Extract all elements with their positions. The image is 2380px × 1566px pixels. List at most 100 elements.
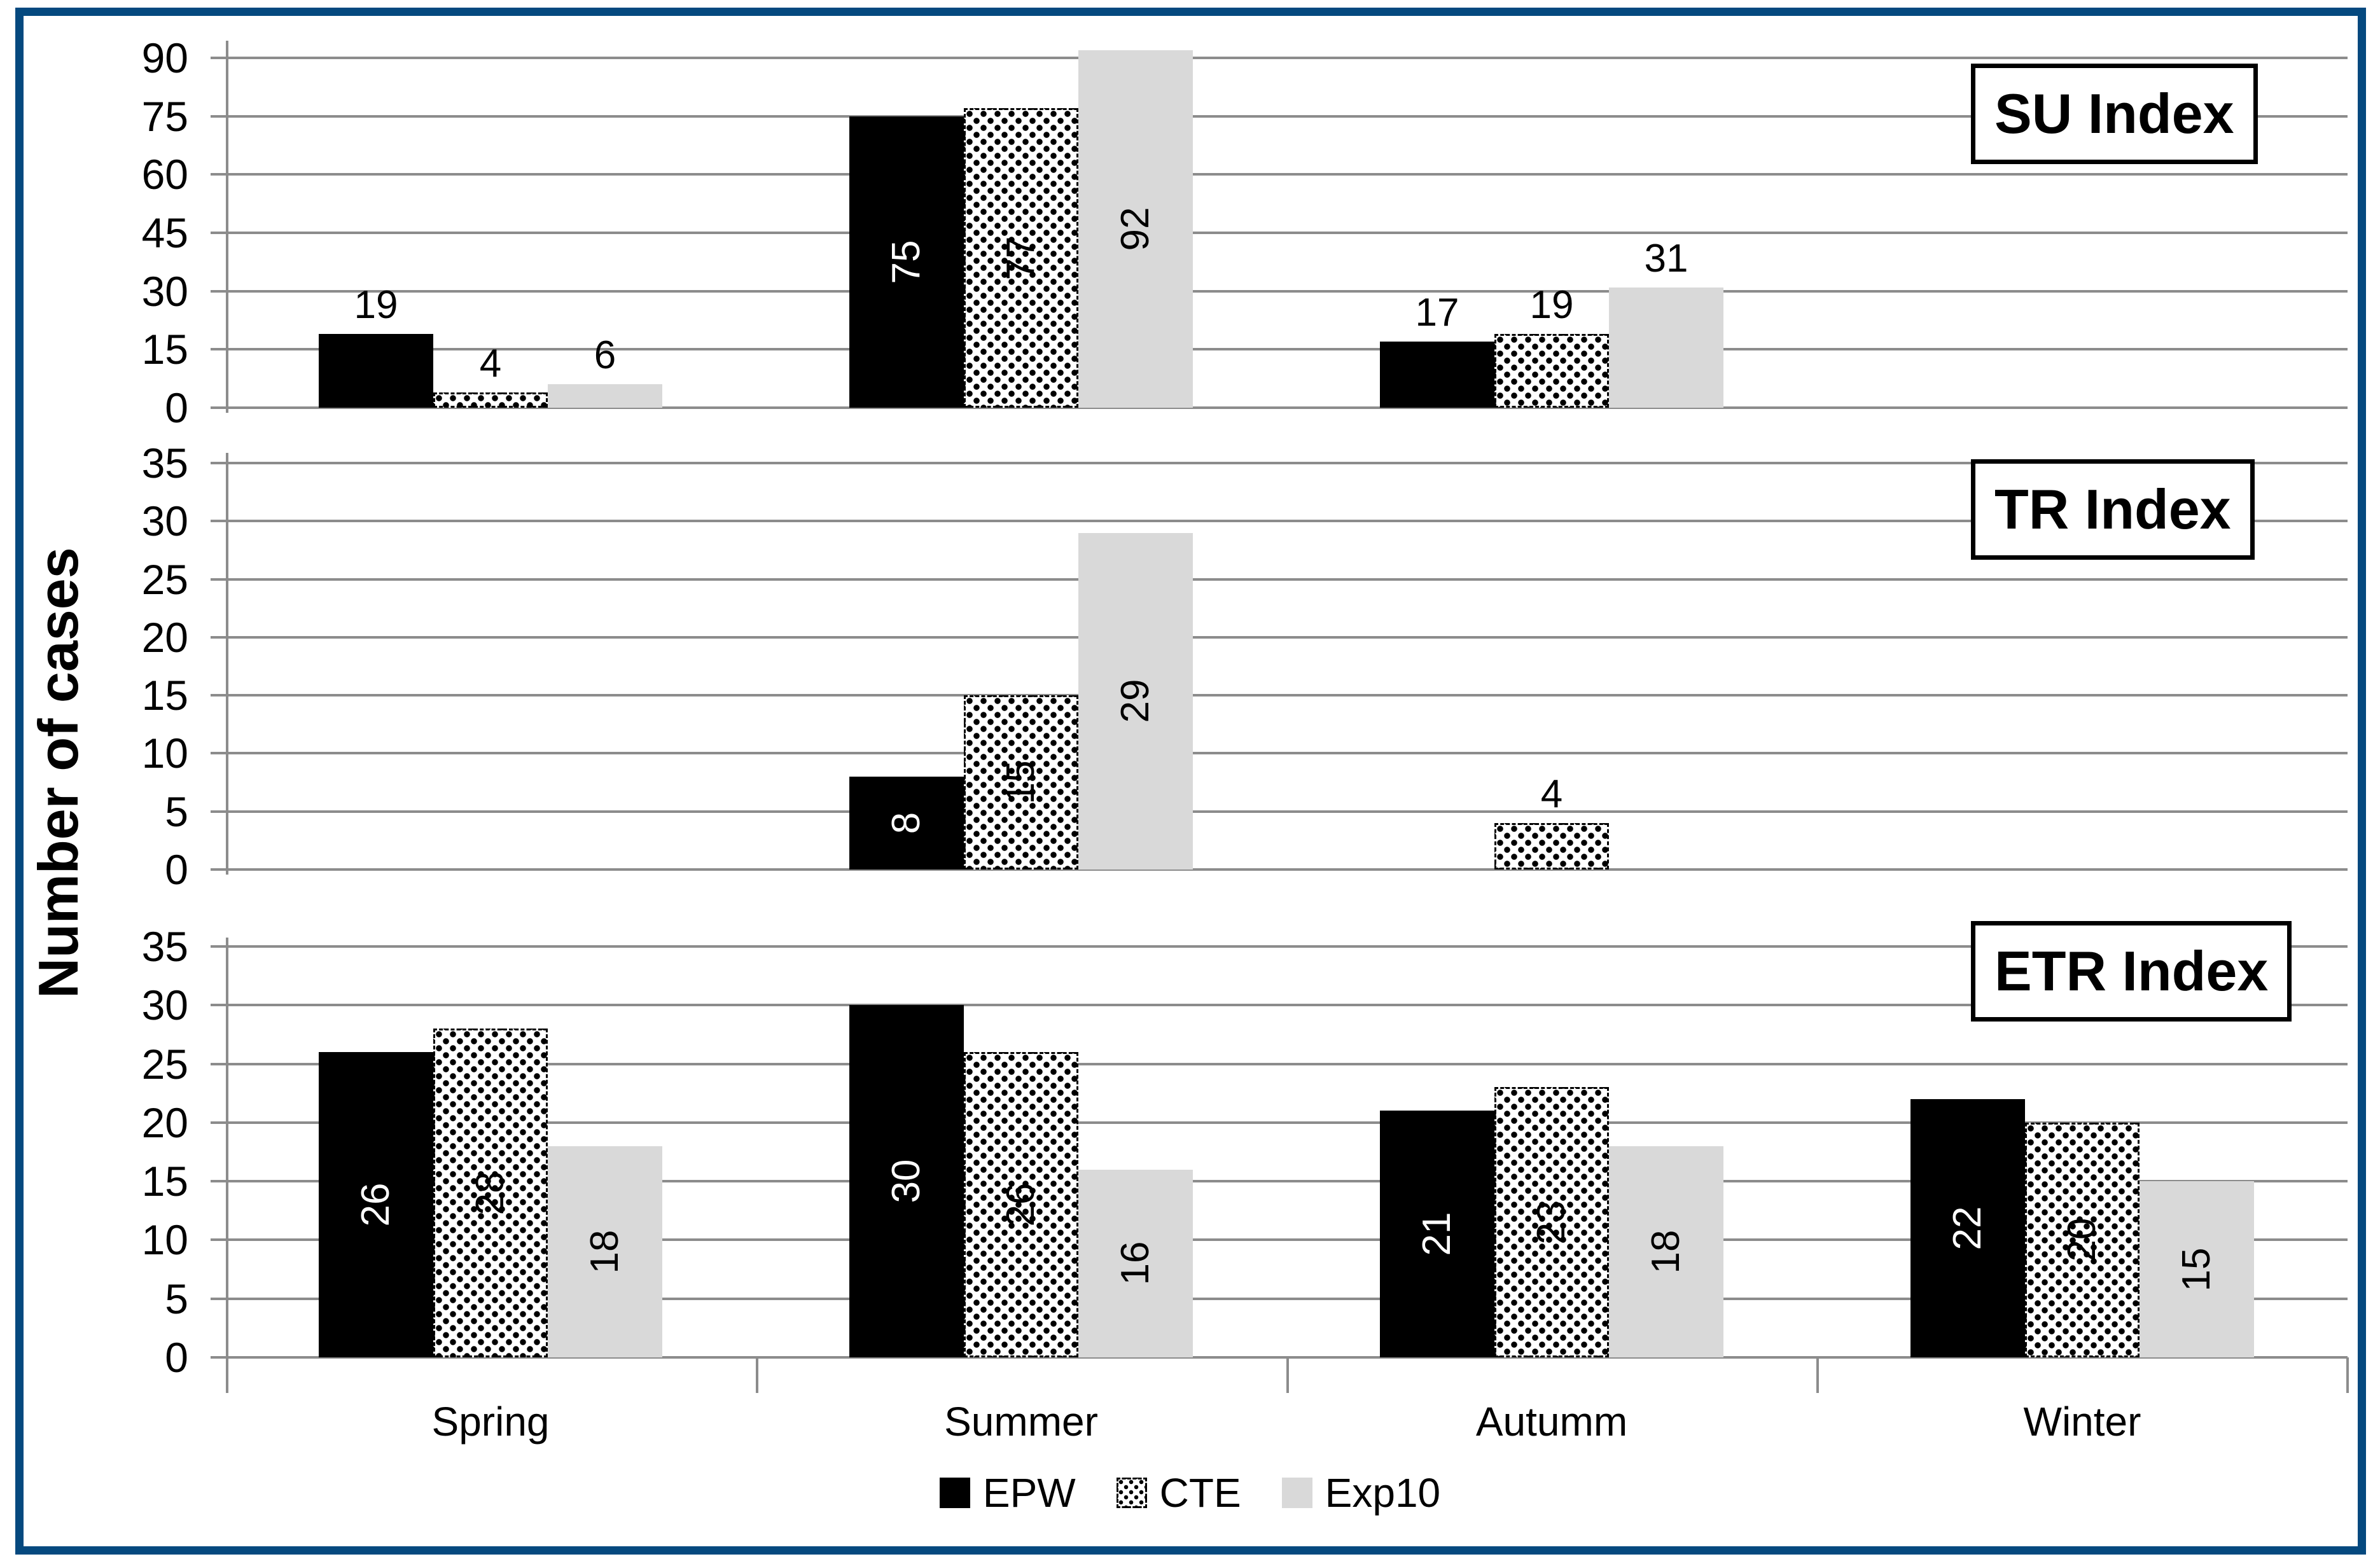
y-axis-tick bbox=[211, 462, 227, 464]
bar-data-label: 28 bbox=[468, 1171, 512, 1216]
bar-data-label: 92 bbox=[1113, 207, 1157, 251]
y-tick-label: 25 bbox=[141, 1040, 188, 1088]
y-tick-label: 15 bbox=[141, 672, 188, 719]
y-tick-label: 5 bbox=[165, 1275, 188, 1322]
y-tick-label: 35 bbox=[141, 440, 188, 487]
x-axis-tick bbox=[1286, 1357, 1289, 1393]
bar-data-label: 29 bbox=[1113, 679, 1157, 723]
y-tick-label: 25 bbox=[141, 555, 188, 603]
chart-title-etr-index: ETR Index bbox=[1971, 921, 2292, 1022]
y-tick-label: 15 bbox=[141, 1158, 188, 1205]
y-tick-label: 30 bbox=[141, 981, 188, 1029]
bar-data-label: 75 bbox=[884, 240, 928, 284]
y-tick-label: 30 bbox=[141, 267, 188, 315]
bar-su-spring-cte bbox=[433, 392, 548, 408]
legend-swatch-exp10-icon bbox=[1281, 1478, 1312, 1508]
y-axis-tick bbox=[211, 868, 227, 871]
bar-etr-spring-exp10 bbox=[548, 1146, 662, 1357]
y-tick-label: 45 bbox=[141, 209, 188, 256]
y-axis-title: Number of cases bbox=[27, 547, 90, 999]
x-axis-label-summer: Summer bbox=[944, 1399, 1098, 1445]
y-axis-line bbox=[226, 938, 228, 1393]
gridline bbox=[227, 945, 2348, 948]
y-tick-label: 20 bbox=[141, 1098, 188, 1146]
bar-su-autumm-exp10 bbox=[1609, 287, 1723, 408]
y-tick-label: 30 bbox=[141, 497, 188, 545]
y-axis-tick bbox=[211, 1121, 227, 1124]
legend-label-exp10: Exp10 bbox=[1325, 1470, 1441, 1516]
legend-label-cte: CTE bbox=[1159, 1470, 1241, 1516]
bar-etr-winter-exp10 bbox=[2140, 1181, 2254, 1357]
bar-su-summer-cte bbox=[964, 108, 1078, 408]
y-axis-tick bbox=[211, 635, 227, 639]
legend-item-epw: EPW bbox=[939, 1469, 1076, 1516]
y-tick-label: 20 bbox=[141, 613, 188, 661]
y-tick-label: 10 bbox=[141, 730, 188, 777]
bar-su-autumm-epw bbox=[1380, 342, 1494, 408]
gridline bbox=[227, 694, 2348, 697]
x-axis-label-winter: Winter bbox=[2023, 1399, 2141, 1445]
y-axis-tick bbox=[211, 1062, 227, 1065]
y-axis-tick bbox=[211, 1180, 227, 1183]
bar-tr-summer-exp10 bbox=[1078, 532, 1193, 870]
y-axis-tick bbox=[211, 232, 227, 234]
y-axis-tick bbox=[211, 57, 227, 59]
gridline bbox=[227, 1238, 2348, 1242]
gridline bbox=[227, 289, 2348, 293]
gridline bbox=[227, 348, 2348, 351]
y-tick-label: 0 bbox=[165, 846, 188, 893]
y-tick-label: 90 bbox=[141, 34, 188, 81]
y-tick-label: 75 bbox=[141, 92, 188, 140]
bar-su-summer-exp10 bbox=[1078, 50, 1193, 408]
bar-etr-autumm-exp10 bbox=[1609, 1146, 1723, 1357]
legend-swatch-epw-icon bbox=[939, 1478, 970, 1508]
y-axis-line bbox=[226, 453, 228, 875]
gridline bbox=[227, 752, 2348, 755]
bar-data-label: 26 bbox=[999, 1182, 1043, 1227]
bar-data-label: 8 bbox=[884, 812, 928, 835]
gridline bbox=[227, 1297, 2348, 1300]
legend-item-cte: CTE bbox=[1116, 1469, 1241, 1516]
bar-su-summer-epw bbox=[849, 116, 964, 408]
bar-etr-summer-epw bbox=[849, 1005, 964, 1357]
gridline bbox=[227, 868, 2348, 871]
x-axis-tick bbox=[2346, 1357, 2349, 1393]
y-tick-label: 60 bbox=[141, 151, 188, 198]
gridline bbox=[227, 1062, 2348, 1065]
bar-data-label: 31 bbox=[1644, 236, 1688, 281]
bar-data-label: 19 bbox=[354, 282, 398, 327]
bar-data-label: 4 bbox=[479, 341, 502, 385]
bar-etr-summer-exp10 bbox=[1078, 1169, 1193, 1357]
y-axis-tick bbox=[211, 406, 227, 409]
y-axis-tick bbox=[211, 1004, 227, 1007]
y-axis-tick bbox=[211, 752, 227, 755]
x-axis-label-spring: Spring bbox=[431, 1399, 550, 1445]
bar-etr-autumm-epw bbox=[1380, 1111, 1494, 1357]
gridline bbox=[227, 406, 2348, 409]
bar-tr-summer-epw bbox=[849, 776, 964, 870]
y-tick-label: 15 bbox=[141, 326, 188, 373]
y-tick-label: 10 bbox=[141, 1216, 188, 1264]
bar-tr-summer-cte bbox=[964, 695, 1078, 870]
y-tick-label: 5 bbox=[165, 787, 188, 835]
x-axis-label-autumm: Autumm bbox=[1475, 1399, 1628, 1445]
gridline bbox=[227, 578, 2348, 581]
y-axis-tick bbox=[211, 289, 227, 293]
bar-data-label: 22 bbox=[1945, 1206, 1989, 1251]
y-axis-tick bbox=[211, 945, 227, 948]
bar-etr-winter-cte bbox=[2025, 1122, 2140, 1357]
y-axis-line bbox=[226, 41, 228, 413]
y-tick-label: 0 bbox=[165, 1334, 188, 1381]
bar-etr-spring-epw bbox=[319, 1052, 433, 1357]
x-axis-tick bbox=[1816, 1357, 1819, 1393]
bar-data-label: 18 bbox=[583, 1230, 627, 1274]
legend-label-epw: EPW bbox=[982, 1470, 1076, 1516]
y-axis-tick bbox=[211, 348, 227, 351]
bar-etr-winter-epw bbox=[1910, 1098, 2025, 1357]
y-axis-tick bbox=[211, 114, 227, 118]
gridline bbox=[227, 1180, 2348, 1183]
bar-data-label: 18 bbox=[1644, 1230, 1688, 1274]
bar-su-autumm-cte bbox=[1494, 333, 1609, 408]
bar-su-spring-epw bbox=[319, 333, 433, 408]
